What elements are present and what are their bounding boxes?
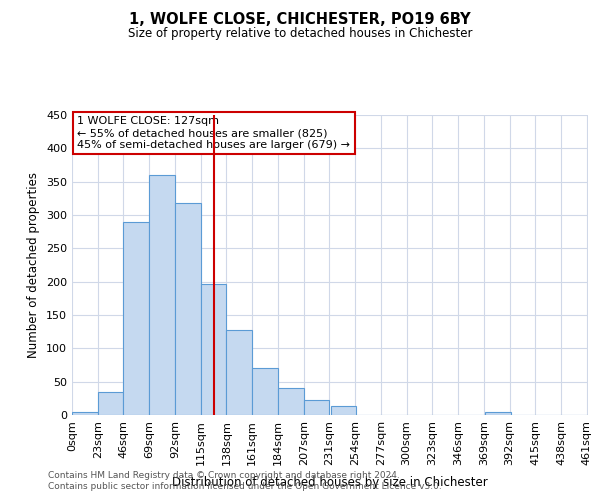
- Bar: [72, 412, 98, 415]
- Bar: [175, 203, 201, 415]
- Text: 1 WOLFE CLOSE: 127sqm
← 55% of detached houses are smaller (825)
45% of semi-det: 1 WOLFE CLOSE: 127sqm ← 55% of detached …: [77, 116, 350, 150]
- Text: 1, WOLFE CLOSE, CHICHESTER, PO19 6BY: 1, WOLFE CLOSE, CHICHESTER, PO19 6BY: [129, 12, 471, 28]
- Bar: [98, 392, 124, 415]
- X-axis label: Distribution of detached houses by size in Chichester: Distribution of detached houses by size …: [172, 476, 488, 489]
- Y-axis label: Number of detached properties: Number of detached properties: [28, 172, 40, 358]
- Text: Contains HM Land Registry data © Crown copyright and database right 2024.: Contains HM Land Registry data © Crown c…: [48, 471, 400, 480]
- Bar: [278, 388, 304, 415]
- Text: Size of property relative to detached houses in Chichester: Size of property relative to detached ho…: [128, 28, 472, 40]
- Bar: [226, 330, 252, 415]
- Bar: [124, 222, 149, 415]
- Bar: [149, 175, 175, 415]
- Bar: [485, 412, 511, 415]
- Bar: [304, 400, 329, 415]
- Bar: [252, 368, 278, 415]
- Bar: [201, 284, 226, 415]
- Text: Contains public sector information licensed under the Open Government Licence v3: Contains public sector information licen…: [48, 482, 442, 491]
- Bar: [331, 406, 356, 415]
